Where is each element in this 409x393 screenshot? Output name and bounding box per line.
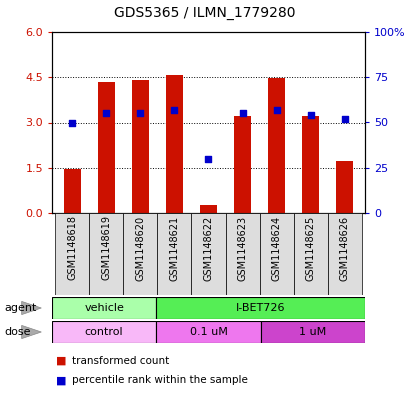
Point [137, 110, 144, 117]
Text: I-BET726: I-BET726 [235, 303, 285, 313]
Bar [52, 297, 156, 319]
Point [306, 112, 313, 118]
Bar [293, 213, 327, 295]
Text: GSM1148619: GSM1148619 [101, 215, 111, 281]
Point [205, 156, 211, 162]
Bar [98, 82, 115, 213]
Text: 1 uM: 1 uM [299, 327, 326, 337]
Bar [191, 213, 225, 295]
Text: ■: ■ [56, 356, 66, 366]
Bar [123, 213, 157, 295]
Text: GSM1148625: GSM1148625 [305, 215, 315, 281]
Text: dose: dose [4, 327, 31, 337]
Point [272, 107, 279, 113]
Text: percentile rank within the sample: percentile rank within the sample [72, 375, 248, 386]
Bar [166, 75, 182, 213]
Bar [200, 205, 216, 213]
Text: vehicle: vehicle [84, 303, 124, 313]
Point [239, 110, 245, 117]
Bar [234, 116, 250, 213]
Polygon shape [22, 301, 41, 315]
Text: GSM1148626: GSM1148626 [339, 215, 349, 281]
Bar [301, 116, 318, 213]
Bar [259, 213, 293, 295]
Bar [156, 297, 364, 319]
Text: GSM1148624: GSM1148624 [271, 215, 281, 281]
Bar [156, 321, 260, 343]
Text: control: control [85, 327, 123, 337]
Text: GSM1148621: GSM1148621 [169, 215, 179, 281]
Point [340, 116, 347, 122]
Text: GSM1148620: GSM1148620 [135, 215, 145, 281]
Bar [132, 80, 148, 213]
Bar [327, 213, 361, 295]
Point [69, 119, 76, 126]
Text: ■: ■ [56, 375, 66, 386]
Bar [89, 213, 123, 295]
Polygon shape [22, 325, 41, 339]
Bar [52, 321, 156, 343]
Point [171, 107, 178, 113]
Text: transformed count: transformed count [72, 356, 169, 366]
Text: GDS5365 / ILMN_1779280: GDS5365 / ILMN_1779280 [114, 6, 295, 20]
Bar [55, 213, 89, 295]
Text: agent: agent [4, 303, 36, 313]
Bar [64, 169, 81, 213]
Bar [335, 161, 352, 213]
Bar [267, 78, 284, 213]
Text: GSM1148622: GSM1148622 [203, 215, 213, 281]
Text: GSM1148618: GSM1148618 [67, 215, 77, 281]
Bar [260, 321, 364, 343]
Text: GSM1148623: GSM1148623 [237, 215, 247, 281]
Text: 0.1 uM: 0.1 uM [189, 327, 227, 337]
Point [103, 110, 110, 117]
Bar [225, 213, 259, 295]
Bar [157, 213, 191, 295]
